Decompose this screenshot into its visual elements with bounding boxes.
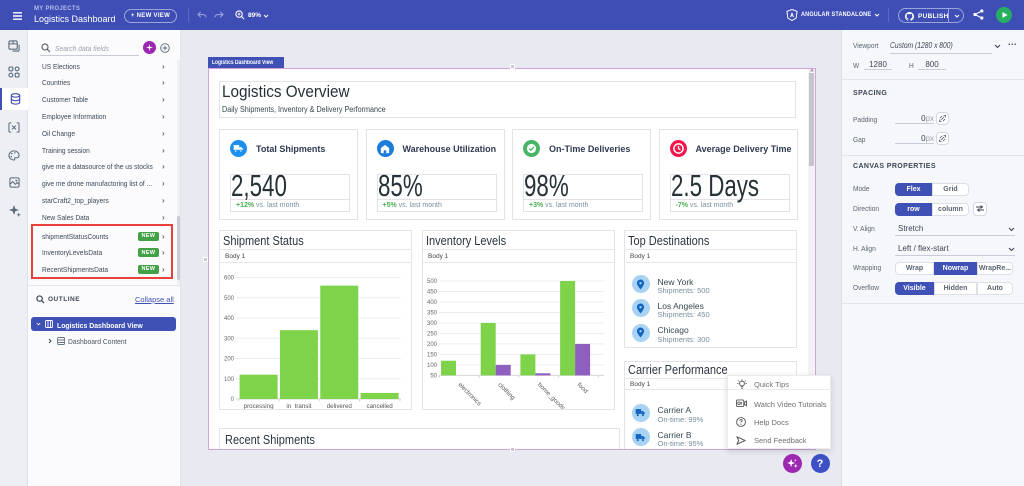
svg-text:food: food: [576, 381, 590, 395]
svg-text:100: 100: [427, 363, 438, 369]
svg-text:500: 500: [224, 296, 235, 302]
svg-text:electronics: electronics: [457, 381, 483, 407]
svg-text:processing: processing: [244, 403, 274, 409]
svg-text:350: 350: [427, 310, 438, 316]
svg-text:200: 200: [224, 357, 235, 363]
svg-text:400: 400: [427, 300, 438, 306]
svg-text:300: 300: [427, 321, 438, 327]
svg-text:home_goods: home_goods: [536, 381, 566, 409]
svg-text:300: 300: [224, 336, 235, 342]
svg-text:100: 100: [224, 377, 235, 383]
svg-text:400: 400: [224, 316, 235, 322]
svg-text:250: 250: [427, 331, 438, 337]
svg-text:50: 50: [430, 373, 437, 379]
svg-text:cancelled: cancelled: [367, 403, 394, 409]
svg-text:600: 600: [224, 276, 235, 282]
svg-text:150: 150: [427, 352, 438, 358]
svg-text:200: 200: [427, 342, 438, 348]
svg-text:0: 0: [231, 397, 235, 403]
svg-text:clothing: clothing: [496, 381, 516, 401]
svg-text:500: 500: [427, 279, 438, 285]
svg-text:in_transit: in_transit: [286, 403, 311, 409]
svg-text:450: 450: [427, 289, 438, 295]
svg-text:delivered: delivered: [327, 403, 353, 409]
